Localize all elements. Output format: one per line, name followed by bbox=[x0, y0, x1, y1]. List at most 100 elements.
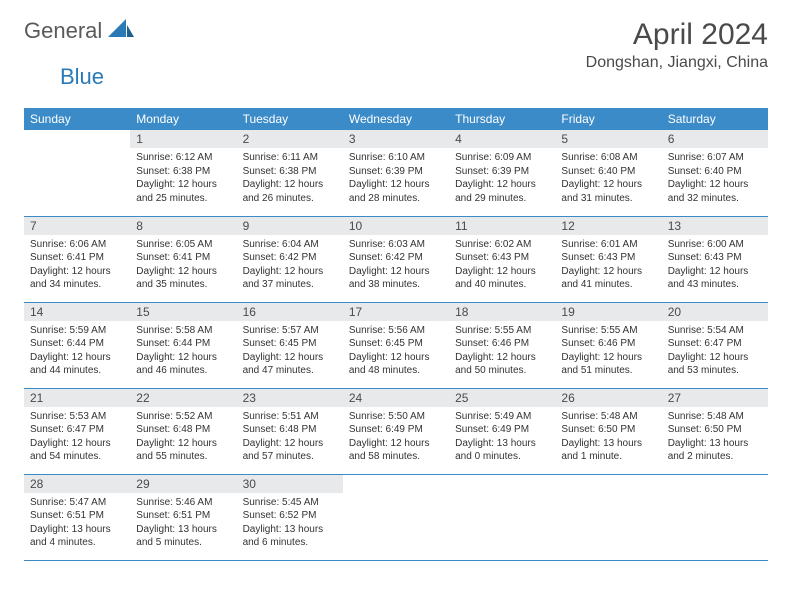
calendar-cell: 30Sunrise: 5:45 AMSunset: 6:52 PMDayligh… bbox=[237, 474, 343, 560]
sunrise-line: Sunrise: 6:12 AM bbox=[136, 151, 230, 165]
sunrise-line: Sunrise: 5:55 AM bbox=[455, 324, 549, 338]
sunrise-line: Sunrise: 5:47 AM bbox=[30, 496, 124, 510]
day-body: Sunrise: 6:12 AMSunset: 6:38 PMDaylight:… bbox=[130, 148, 236, 209]
sunset-line: Sunset: 6:45 PM bbox=[349, 337, 443, 351]
daylight-line: Daylight: 12 hours and 50 minutes. bbox=[455, 351, 549, 378]
calendar-cell: 11Sunrise: 6:02 AMSunset: 6:43 PMDayligh… bbox=[449, 216, 555, 302]
day-body: Sunrise: 6:11 AMSunset: 6:38 PMDaylight:… bbox=[237, 148, 343, 209]
day-body: Sunrise: 5:55 AMSunset: 6:46 PMDaylight:… bbox=[555, 321, 661, 382]
sunrise-line: Sunrise: 5:46 AM bbox=[136, 496, 230, 510]
sunrise-line: Sunrise: 6:05 AM bbox=[136, 238, 230, 252]
sunset-line: Sunset: 6:44 PM bbox=[30, 337, 124, 351]
sunset-line: Sunset: 6:46 PM bbox=[455, 337, 549, 351]
sunset-line: Sunset: 6:50 PM bbox=[561, 423, 655, 437]
sunrise-line: Sunrise: 5:56 AM bbox=[349, 324, 443, 338]
daylight-line: Daylight: 12 hours and 41 minutes. bbox=[561, 265, 655, 292]
day-body: Sunrise: 5:55 AMSunset: 6:46 PMDaylight:… bbox=[449, 321, 555, 382]
day-body: Sunrise: 5:50 AMSunset: 6:49 PMDaylight:… bbox=[343, 407, 449, 468]
day-number: 12 bbox=[555, 217, 661, 235]
day-body: Sunrise: 6:06 AMSunset: 6:41 PMDaylight:… bbox=[24, 235, 130, 296]
daylight-line: Daylight: 13 hours and 6 minutes. bbox=[243, 523, 337, 550]
weekday-header-row: Sunday Monday Tuesday Wednesday Thursday… bbox=[24, 108, 768, 130]
calendar-cell: 19Sunrise: 5:55 AMSunset: 6:46 PMDayligh… bbox=[555, 302, 661, 388]
calendar-cell bbox=[555, 474, 661, 560]
calendar-cell: 25Sunrise: 5:49 AMSunset: 6:49 PMDayligh… bbox=[449, 388, 555, 474]
daylight-line: Daylight: 13 hours and 0 minutes. bbox=[455, 437, 549, 464]
sunset-line: Sunset: 6:38 PM bbox=[243, 165, 337, 179]
sunset-line: Sunset: 6:46 PM bbox=[561, 337, 655, 351]
sunset-line: Sunset: 6:47 PM bbox=[30, 423, 124, 437]
calendar-cell: 2Sunrise: 6:11 AMSunset: 6:38 PMDaylight… bbox=[237, 130, 343, 216]
calendar-row: 28Sunrise: 5:47 AMSunset: 6:51 PMDayligh… bbox=[24, 474, 768, 560]
sunrise-line: Sunrise: 5:53 AM bbox=[30, 410, 124, 424]
sunrise-line: Sunrise: 6:00 AM bbox=[668, 238, 762, 252]
sunset-line: Sunset: 6:52 PM bbox=[243, 509, 337, 523]
calendar-cell: 5Sunrise: 6:08 AMSunset: 6:40 PMDaylight… bbox=[555, 130, 661, 216]
sunrise-line: Sunrise: 6:01 AM bbox=[561, 238, 655, 252]
sunset-line: Sunset: 6:44 PM bbox=[136, 337, 230, 351]
sunrise-line: Sunrise: 5:52 AM bbox=[136, 410, 230, 424]
daylight-line: Daylight: 12 hours and 55 minutes. bbox=[136, 437, 230, 464]
day-number: 10 bbox=[343, 217, 449, 235]
calendar-cell: 8Sunrise: 6:05 AMSunset: 6:41 PMDaylight… bbox=[130, 216, 236, 302]
day-body: Sunrise: 6:02 AMSunset: 6:43 PMDaylight:… bbox=[449, 235, 555, 296]
sunset-line: Sunset: 6:39 PM bbox=[455, 165, 549, 179]
daylight-line: Daylight: 12 hours and 34 minutes. bbox=[30, 265, 124, 292]
day-number: 19 bbox=[555, 303, 661, 321]
sunset-line: Sunset: 6:41 PM bbox=[136, 251, 230, 265]
sunset-line: Sunset: 6:41 PM bbox=[30, 251, 124, 265]
day-number: 24 bbox=[343, 389, 449, 407]
day-number: 22 bbox=[130, 389, 236, 407]
calendar-cell: 28Sunrise: 5:47 AMSunset: 6:51 PMDayligh… bbox=[24, 474, 130, 560]
calendar-row: 14Sunrise: 5:59 AMSunset: 6:44 PMDayligh… bbox=[24, 302, 768, 388]
daylight-line: Daylight: 12 hours and 37 minutes. bbox=[243, 265, 337, 292]
weekday-header: Monday bbox=[130, 108, 236, 130]
day-body: Sunrise: 6:09 AMSunset: 6:39 PMDaylight:… bbox=[449, 148, 555, 209]
calendar-cell: 20Sunrise: 5:54 AMSunset: 6:47 PMDayligh… bbox=[662, 302, 768, 388]
day-body: Sunrise: 6:00 AMSunset: 6:43 PMDaylight:… bbox=[662, 235, 768, 296]
sunrise-line: Sunrise: 5:58 AM bbox=[136, 324, 230, 338]
daylight-line: Daylight: 13 hours and 4 minutes. bbox=[30, 523, 124, 550]
calendar-cell: 3Sunrise: 6:10 AMSunset: 6:39 PMDaylight… bbox=[343, 130, 449, 216]
calendar-cell: 21Sunrise: 5:53 AMSunset: 6:47 PMDayligh… bbox=[24, 388, 130, 474]
sunset-line: Sunset: 6:43 PM bbox=[668, 251, 762, 265]
calendar-cell: 14Sunrise: 5:59 AMSunset: 6:44 PMDayligh… bbox=[24, 302, 130, 388]
calendar-row: 1Sunrise: 6:12 AMSunset: 6:38 PMDaylight… bbox=[24, 130, 768, 216]
day-body: Sunrise: 5:45 AMSunset: 6:52 PMDaylight:… bbox=[237, 493, 343, 554]
calendar-cell bbox=[343, 474, 449, 560]
daylight-line: Daylight: 12 hours and 44 minutes. bbox=[30, 351, 124, 378]
daylight-line: Daylight: 13 hours and 5 minutes. bbox=[136, 523, 230, 550]
sunrise-line: Sunrise: 5:48 AM bbox=[668, 410, 762, 424]
weekday-header: Saturday bbox=[662, 108, 768, 130]
day-body: Sunrise: 5:57 AMSunset: 6:45 PMDaylight:… bbox=[237, 321, 343, 382]
sunrise-line: Sunrise: 5:50 AM bbox=[349, 410, 443, 424]
daylight-line: Daylight: 12 hours and 46 minutes. bbox=[136, 351, 230, 378]
logo-word-1: General bbox=[24, 18, 102, 44]
day-body: Sunrise: 5:48 AMSunset: 6:50 PMDaylight:… bbox=[662, 407, 768, 468]
calendar-cell: 26Sunrise: 5:48 AMSunset: 6:50 PMDayligh… bbox=[555, 388, 661, 474]
daylight-line: Daylight: 12 hours and 26 minutes. bbox=[243, 178, 337, 205]
daylight-line: Daylight: 12 hours and 31 minutes. bbox=[561, 178, 655, 205]
day-number: 13 bbox=[662, 217, 768, 235]
daylight-line: Daylight: 12 hours and 54 minutes. bbox=[30, 437, 124, 464]
day-body: Sunrise: 6:01 AMSunset: 6:43 PMDaylight:… bbox=[555, 235, 661, 296]
sunset-line: Sunset: 6:38 PM bbox=[136, 165, 230, 179]
day-number: 27 bbox=[662, 389, 768, 407]
daylight-line: Daylight: 13 hours and 1 minute. bbox=[561, 437, 655, 464]
day-body: Sunrise: 6:03 AMSunset: 6:42 PMDaylight:… bbox=[343, 235, 449, 296]
day-number: 26 bbox=[555, 389, 661, 407]
daylight-line: Daylight: 12 hours and 28 minutes. bbox=[349, 178, 443, 205]
logo-sail-icon bbox=[108, 19, 134, 44]
daylight-line: Daylight: 12 hours and 51 minutes. bbox=[561, 351, 655, 378]
weekday-header: Wednesday bbox=[343, 108, 449, 130]
calendar-cell: 7Sunrise: 6:06 AMSunset: 6:41 PMDaylight… bbox=[24, 216, 130, 302]
sunset-line: Sunset: 6:43 PM bbox=[561, 251, 655, 265]
daylight-line: Daylight: 12 hours and 43 minutes. bbox=[668, 265, 762, 292]
sunset-line: Sunset: 6:39 PM bbox=[349, 165, 443, 179]
daylight-line: Daylight: 12 hours and 38 minutes. bbox=[349, 265, 443, 292]
day-body: Sunrise: 6:05 AMSunset: 6:41 PMDaylight:… bbox=[130, 235, 236, 296]
daylight-line: Daylight: 12 hours and 57 minutes. bbox=[243, 437, 337, 464]
day-body: Sunrise: 5:58 AMSunset: 6:44 PMDaylight:… bbox=[130, 321, 236, 382]
sunrise-line: Sunrise: 6:03 AM bbox=[349, 238, 443, 252]
sunset-line: Sunset: 6:49 PM bbox=[349, 423, 443, 437]
